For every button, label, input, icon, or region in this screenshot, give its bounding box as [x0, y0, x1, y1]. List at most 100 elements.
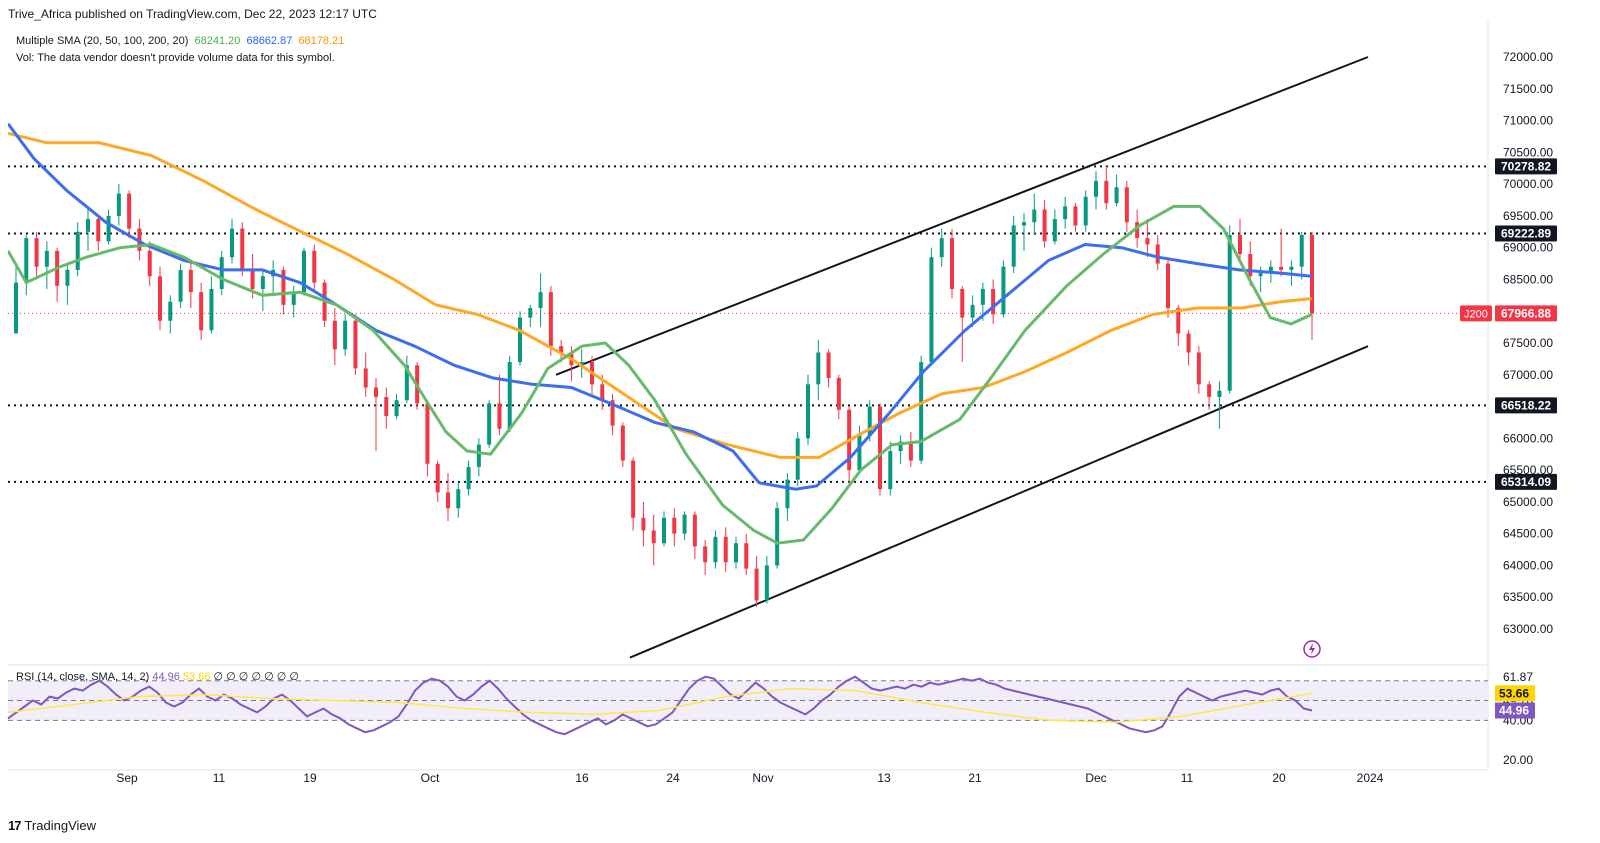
candle-body	[404, 365, 409, 401]
candle	[888, 441, 893, 496]
candle	[1042, 200, 1047, 248]
candle	[466, 460, 471, 496]
symbol-tag-box	[1460, 305, 1492, 322]
candle	[127, 190, 132, 239]
lightning-icon	[1303, 640, 1321, 658]
candle	[723, 527, 728, 572]
candle-body	[312, 250, 317, 283]
candle	[271, 260, 276, 296]
candle	[528, 304, 533, 328]
price-label-1: 69222.89	[1501, 227, 1551, 241]
candle-body	[34, 238, 39, 267]
rsi-value-label-0: 53.66	[1499, 686, 1529, 700]
price-tick-label-12: 65000.00	[1503, 495, 1553, 509]
candle-body	[425, 403, 430, 464]
candle-body	[857, 435, 862, 471]
sma-legend-row: Multiple SMA (20, 50, 100, 200, 20) 6824…	[16, 33, 344, 50]
sma100-legend-value: 68178.21	[298, 35, 345, 47]
rsi-legend-label: RSI (14, close, SMA, 14, 2)	[16, 671, 152, 683]
candle-body	[1104, 180, 1109, 204]
candle-body	[970, 304, 975, 318]
time-tick-label-3: Oct	[421, 771, 440, 785]
time-tick-label-5: 24	[666, 771, 680, 785]
candle-body	[374, 387, 378, 398]
candle	[291, 285, 296, 318]
sma-legend-label: Multiple SMA (20, 50, 100, 200, 20)	[16, 35, 189, 47]
time-tick-label-2: 19	[303, 771, 317, 785]
candle-body	[1052, 219, 1057, 242]
time-tick-label-0: Sep	[116, 771, 138, 785]
candle	[651, 514, 656, 566]
rsi-legend-value: 44.96	[152, 671, 183, 683]
channel-lower-line	[629, 345, 1369, 659]
candle	[518, 311, 522, 366]
candle	[178, 263, 183, 309]
candle	[75, 222, 80, 277]
price-tick-label-1: 71500.00	[1503, 82, 1553, 96]
candle	[219, 250, 224, 296]
candle	[487, 400, 492, 448]
published-header: Trive_Africa published on TradingView.co…	[8, 7, 377, 21]
price-label-0: 70278.82	[1501, 159, 1551, 173]
candle	[970, 295, 975, 328]
candle	[795, 431, 800, 486]
candle-body	[1289, 266, 1294, 270]
time-tick-label-12: 2024	[1357, 771, 1384, 785]
price-label-box-3	[1495, 397, 1557, 414]
candle-body	[86, 219, 90, 232]
price-tick-label-13: 64500.00	[1503, 527, 1553, 541]
price-label-box-0	[1495, 158, 1557, 175]
time-tick-label-4: 16	[575, 771, 589, 785]
price-label-4: 65314.09	[1501, 475, 1551, 489]
candle-body	[610, 400, 615, 426]
candle-body	[1001, 266, 1006, 315]
candle	[1196, 346, 1201, 394]
candle	[1052, 209, 1057, 245]
rsi-value-box-1	[1495, 702, 1535, 719]
candle-body	[806, 384, 810, 439]
candle-body	[188, 269, 193, 293]
candle-body	[96, 219, 101, 242]
candle-body	[867, 406, 872, 436]
rsi-legend: RSI (14, close, SMA, 14, 2) 44.96 53.66 …	[16, 671, 299, 683]
candle	[1207, 381, 1212, 410]
candle	[96, 215, 101, 251]
candle	[260, 269, 265, 312]
candle-body	[75, 231, 80, 270]
candle-body	[734, 543, 738, 563]
tradingview-brand: TradingView	[24, 818, 97, 833]
candle	[1032, 193, 1037, 235]
candle	[1022, 212, 1026, 251]
rsi-ma-line	[7, 687, 1313, 724]
candle-body	[878, 406, 882, 490]
candle-body	[960, 288, 965, 318]
candle	[322, 279, 327, 328]
candle-body	[65, 269, 70, 286]
candle	[343, 314, 348, 356]
lightning-icon-glyph	[1309, 643, 1315, 655]
tradingview-logo[interactable]: 17 TradingView	[8, 818, 96, 833]
candle	[991, 279, 996, 324]
candle-body	[1227, 234, 1232, 391]
candle	[394, 393, 399, 420]
candle-body	[466, 466, 471, 490]
candle	[230, 219, 234, 264]
time-tick-label-7: 13	[877, 771, 891, 785]
candle	[744, 533, 749, 575]
candle	[312, 244, 317, 293]
candle	[713, 530, 718, 569]
candle	[878, 403, 882, 496]
candle-body	[106, 215, 111, 242]
price-tick-label-10: 66000.00	[1503, 431, 1553, 445]
symbol-tag-label: J200	[1464, 308, 1488, 320]
candle-body	[898, 441, 903, 452]
candle-body	[1083, 196, 1088, 226]
candle-body	[1238, 234, 1242, 255]
candle	[631, 457, 636, 531]
candle-body	[826, 352, 831, 378]
candle-body	[230, 228, 234, 258]
candle-body	[1166, 263, 1170, 309]
candle-body	[836, 377, 841, 410]
vol-note: Vol: The data vendor doesn't provide vol…	[16, 52, 335, 64]
